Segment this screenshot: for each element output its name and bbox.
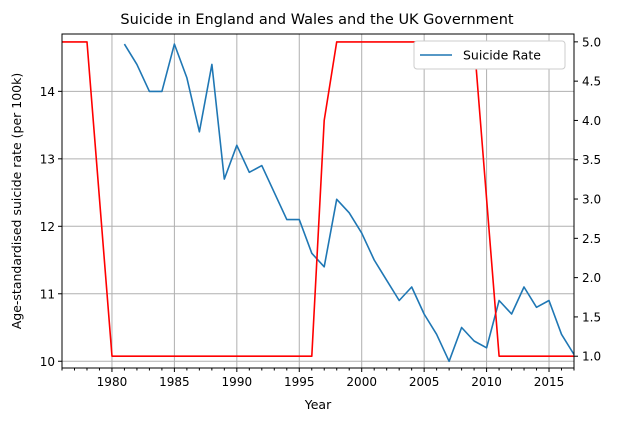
x-tick-label: 2015: [534, 375, 565, 389]
legend-box: [413, 40, 566, 70]
x-tick-label: 2005: [409, 375, 440, 389]
y2-tick-label: 3.0: [582, 193, 601, 207]
y2-tick-label: 1.0: [582, 350, 601, 364]
x-axis: 1980 1985 1990 1995 2000 2005 2010 2015: [61, 368, 575, 389]
series-layer: [62, 41, 575, 363]
y-axis-left: 10 11 12 13 14: [40, 85, 62, 369]
legend: Suicide Rate: [413, 40, 566, 70]
x-tick-label: 1990: [222, 375, 253, 389]
series-line-0: [123, 43, 575, 363]
chart-title: Suicide in England and Wales and the UK …: [120, 12, 514, 28]
y2-tick-label: 2.0: [582, 271, 601, 285]
y-tick-label: 12: [40, 220, 55, 234]
y-axis-right: 1.0 1.5 2.0 2.5 3.0 3.5 4.0 4.5 5.0: [574, 35, 601, 364]
y-axis-label: Age-standardised suicide rate (per 100k): [9, 73, 24, 330]
y-tick-label: 14: [40, 85, 55, 99]
x-tick-label: 1985: [159, 375, 190, 389]
x-tick-label: 2000: [346, 375, 377, 389]
x-tick-label: 2010: [471, 375, 502, 389]
y2-tick-label: 2.5: [582, 232, 601, 246]
legend-label-suicide-rate: Suicide Rate: [463, 48, 541, 63]
x-axis-label: Year: [304, 397, 332, 412]
y2-tick-label: 4.0: [582, 114, 601, 128]
y-tick-label: 10: [40, 355, 55, 369]
y2-tick-label: 5.0: [582, 35, 601, 49]
x-tick-label: 1980: [97, 375, 128, 389]
y-tick-label: 11: [40, 287, 55, 301]
y2-tick-label: 4.5: [582, 75, 601, 89]
y2-tick-label: 1.5: [582, 310, 601, 324]
plot-frame: [61, 33, 575, 369]
grid: [62, 34, 574, 368]
x-tick-label: 1995: [284, 375, 315, 389]
y-tick-label: 13: [40, 152, 55, 166]
series-line-1: [62, 41, 574, 358]
y2-tick-label: 3.5: [582, 153, 601, 167]
